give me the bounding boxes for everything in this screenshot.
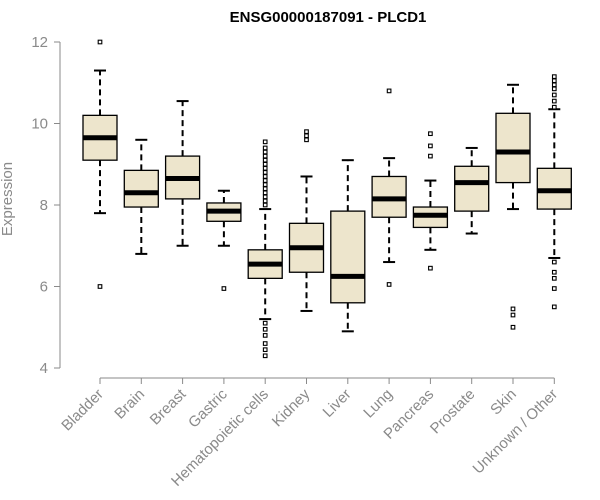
outlier-point (551, 82, 557, 88)
outlier-point (551, 104, 557, 110)
box-group (123, 138, 159, 255)
y-tick-label: 10 (31, 116, 48, 133)
outlier-point (304, 129, 309, 135)
box-group (330, 159, 366, 333)
outlier-point (551, 269, 557, 275)
outlier-point (304, 137, 309, 143)
outlier-point (428, 265, 433, 271)
box-group (536, 74, 572, 310)
outlier-point (428, 143, 433, 149)
outlier-point (386, 282, 392, 287)
box-group (164, 100, 201, 247)
x-tick-label: Prostate (427, 386, 479, 438)
x-tick-label: Bladder (58, 386, 107, 435)
outlier-point (262, 347, 268, 353)
outlier-point (262, 153, 268, 159)
outlier-point (262, 326, 268, 332)
outlier-point (428, 153, 433, 159)
outlier-point (551, 92, 557, 98)
outlier-point (97, 39, 103, 45)
outlier-point (262, 178, 268, 183)
x-tick-label: Skin (487, 386, 520, 419)
outlier-point (304, 133, 309, 139)
outlier-point (551, 275, 557, 281)
outlier-point (386, 88, 392, 94)
outlier-point (221, 286, 227, 291)
iqr-box (454, 165, 490, 212)
box-group (371, 88, 407, 287)
box-group (206, 189, 242, 291)
outlier-point (262, 194, 268, 200)
outlier-point (262, 202, 268, 208)
outlier-point (262, 145, 268, 151)
outlier-point (551, 98, 557, 104)
box-group (247, 139, 283, 359)
outlier-point (262, 139, 268, 145)
outlier-point (551, 74, 557, 79)
y-tick-label: 6 (40, 279, 48, 296)
iqr-box (495, 112, 531, 184)
outlier-point (262, 186, 268, 192)
y-axis: 4 6 8 10 12 (31, 34, 61, 377)
outlier-point (551, 304, 557, 310)
box-group (454, 146, 490, 235)
outlier-point (262, 149, 268, 155)
y-axis-label: Expression (0, 162, 16, 236)
box-group (412, 131, 449, 271)
outlier-point (262, 190, 268, 196)
outlier-point (262, 174, 268, 179)
y-tick-label: 8 (40, 197, 48, 214)
outlier-point (262, 170, 268, 175)
x-tick-label: Kidney (269, 385, 314, 430)
outlier-point (262, 165, 268, 171)
iqr-box (123, 169, 159, 208)
chart-title: ENSG00000187091 - PLCD1 (230, 9, 427, 26)
outlier-point (551, 286, 557, 291)
outlier-point (510, 312, 516, 318)
outlier-point (262, 353, 268, 359)
box-group (495, 83, 531, 330)
outlier-point (97, 284, 103, 289)
outlier-point (262, 157, 268, 163)
iqr-box (330, 210, 366, 304)
outlier-point (510, 306, 516, 312)
x-tick-label: Lung (360, 386, 396, 422)
x-tick-label: Breast (147, 385, 190, 428)
x-tick-label: Liver (320, 386, 355, 421)
outlier-point (262, 198, 268, 204)
outlier-point (551, 259, 557, 265)
box-group (288, 129, 325, 312)
outlier-point (262, 182, 268, 187)
outlier-point (262, 333, 268, 338)
box-series (82, 39, 572, 359)
outlier-point (551, 86, 557, 92)
outlier-point (551, 78, 557, 84)
y-tick-label: 12 (31, 34, 48, 51)
y-tick-label: 4 (40, 360, 48, 377)
outlier-point (428, 131, 433, 137)
outlier-point (262, 320, 268, 326)
outlier-point (510, 324, 516, 330)
x-tick-label: Brain (111, 386, 148, 423)
box-group (82, 39, 118, 289)
outlier-point (262, 161, 268, 167)
outlier-point (262, 341, 268, 346)
